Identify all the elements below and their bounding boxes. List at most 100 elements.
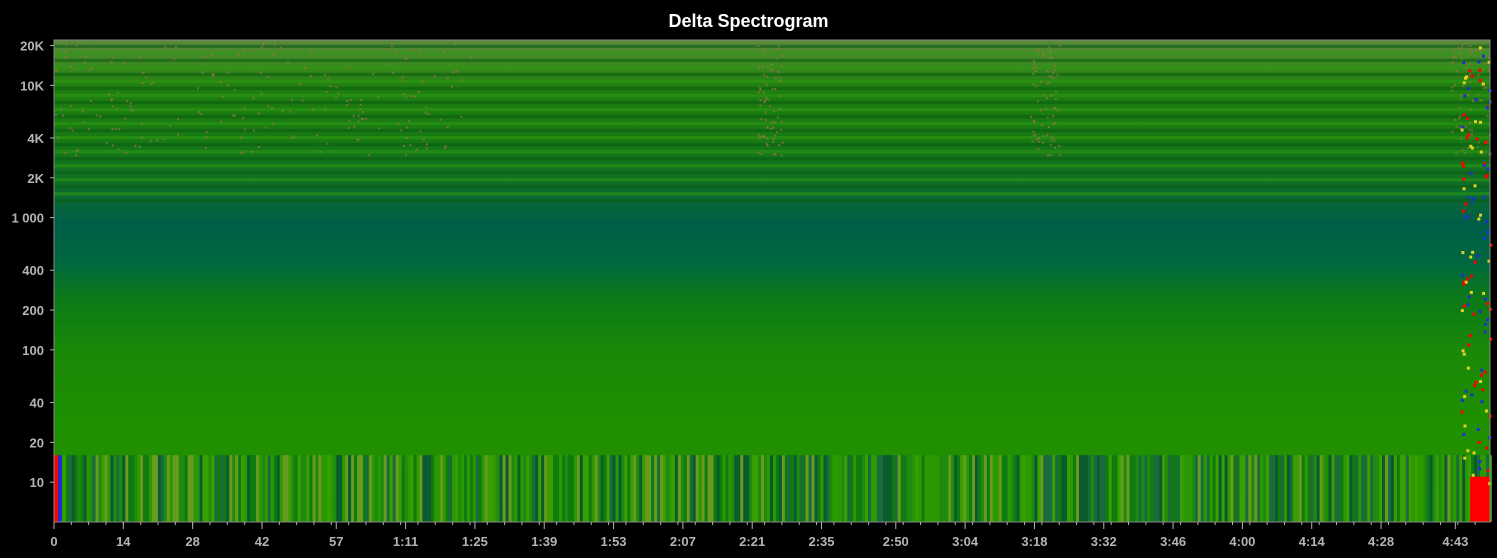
noise-dot	[1049, 56, 1052, 59]
noise-dot	[761, 65, 764, 68]
noise-dot	[129, 108, 132, 111]
noise-dot	[111, 144, 114, 147]
low-strip-column	[698, 455, 702, 522]
low-strip-column	[615, 455, 619, 522]
noise-dot	[763, 73, 766, 76]
noise-dot	[356, 138, 359, 141]
noise-dot	[1049, 154, 1052, 157]
noise-dot	[1031, 140, 1034, 143]
noise-dot	[414, 95, 417, 98]
edge-end-dot	[1460, 128, 1464, 132]
low-strip-column	[1025, 455, 1029, 522]
low-strip-column	[1040, 455, 1044, 522]
low-strip-column	[160, 455, 164, 522]
edge-end-dot	[1469, 334, 1473, 338]
noise-dot	[1056, 109, 1059, 112]
low-strip-column	[157, 455, 161, 522]
low-strip-column	[211, 455, 215, 522]
noise-dot	[776, 116, 779, 119]
noise-dot	[138, 145, 141, 148]
noise-dot	[779, 80, 782, 83]
noise-dot	[1058, 44, 1061, 47]
x-tick-label: 1:39	[531, 534, 557, 549]
noise-dot	[772, 141, 775, 144]
low-strip-column	[196, 455, 200, 522]
noise-dot	[201, 71, 204, 74]
low-strip-column	[1043, 455, 1047, 522]
noise-dot	[446, 76, 449, 79]
edge-end-dot	[1464, 280, 1468, 284]
noise-dot	[1032, 134, 1035, 137]
noise-dot	[252, 129, 255, 132]
low-strip-column	[645, 455, 649, 522]
noise-dot	[1457, 46, 1460, 49]
y-tick-label: 400	[22, 263, 44, 278]
low-strip-column	[1331, 455, 1335, 522]
noise-dot	[1473, 49, 1476, 52]
low-strip-column	[1260, 455, 1264, 522]
plot-background	[54, 40, 1490, 522]
low-frequency-strip	[54, 455, 1492, 522]
noise-dot	[765, 83, 768, 86]
low-strip-column	[921, 455, 925, 522]
low-strip-column	[469, 455, 473, 522]
low-strip-column	[493, 455, 497, 522]
noise-dot	[1033, 121, 1036, 124]
low-strip-column	[1346, 455, 1350, 522]
low-strip-column	[1096, 455, 1100, 522]
noise-dot	[118, 128, 121, 131]
noise-dot	[767, 98, 770, 101]
noise-dot	[1037, 148, 1040, 151]
x-tick-label: 1:53	[601, 534, 627, 549]
low-strip-column	[1031, 455, 1035, 522]
edge-end-dot	[1483, 162, 1487, 166]
low-strip-column	[1034, 455, 1038, 522]
noise-dot	[1476, 146, 1479, 149]
harmonic-band	[54, 79, 1490, 84]
noise-dot	[425, 106, 428, 109]
edge-end-dot	[1486, 469, 1490, 473]
low-strip-column	[1334, 455, 1338, 522]
low-strip-column	[333, 455, 337, 522]
low-strip-column	[434, 455, 438, 522]
low-strip-column	[743, 455, 747, 522]
noise-dot	[1032, 72, 1035, 75]
low-strip-column	[1367, 455, 1371, 522]
low-strip-column	[1310, 455, 1314, 522]
edge-end-dot	[1476, 254, 1480, 258]
edge-end-dot	[1469, 144, 1473, 148]
noise-dot	[141, 82, 144, 85]
low-strip-column	[1349, 455, 1353, 522]
low-strip-column	[1052, 455, 1056, 522]
low-strip-column	[784, 455, 788, 522]
low-strip-column	[868, 455, 872, 522]
noise-dot	[405, 96, 408, 99]
noise-dot	[1468, 49, 1471, 52]
noise-dot	[422, 138, 425, 141]
noise-dot	[1465, 66, 1468, 69]
low-strip-column	[1079, 455, 1082, 522]
low-strip-column	[193, 455, 197, 522]
noise-dot	[409, 144, 412, 147]
noise-dot	[1046, 70, 1049, 73]
edge-end-dot	[1460, 399, 1464, 403]
low-strip-column	[1257, 455, 1261, 522]
low-strip-column	[1438, 455, 1442, 522]
low-strip-column	[199, 455, 203, 522]
edge-end-dot	[1487, 259, 1491, 263]
noise-dot	[1051, 136, 1054, 139]
low-strip-column	[948, 455, 952, 522]
noise-dot	[419, 52, 422, 55]
noise-dot	[1468, 128, 1471, 131]
low-strip-column	[1076, 455, 1080, 522]
edge-end-dot	[1477, 440, 1481, 444]
low-strip-column	[128, 455, 132, 522]
low-strip-column	[487, 455, 491, 522]
low-strip-column	[556, 455, 560, 522]
noise-dot	[139, 57, 142, 60]
edge-end-dot	[1471, 250, 1475, 254]
low-strip-column	[1114, 455, 1118, 522]
low-strip-column	[455, 455, 459, 522]
low-strip-column	[927, 455, 931, 522]
edge-end-dot	[1465, 136, 1469, 140]
